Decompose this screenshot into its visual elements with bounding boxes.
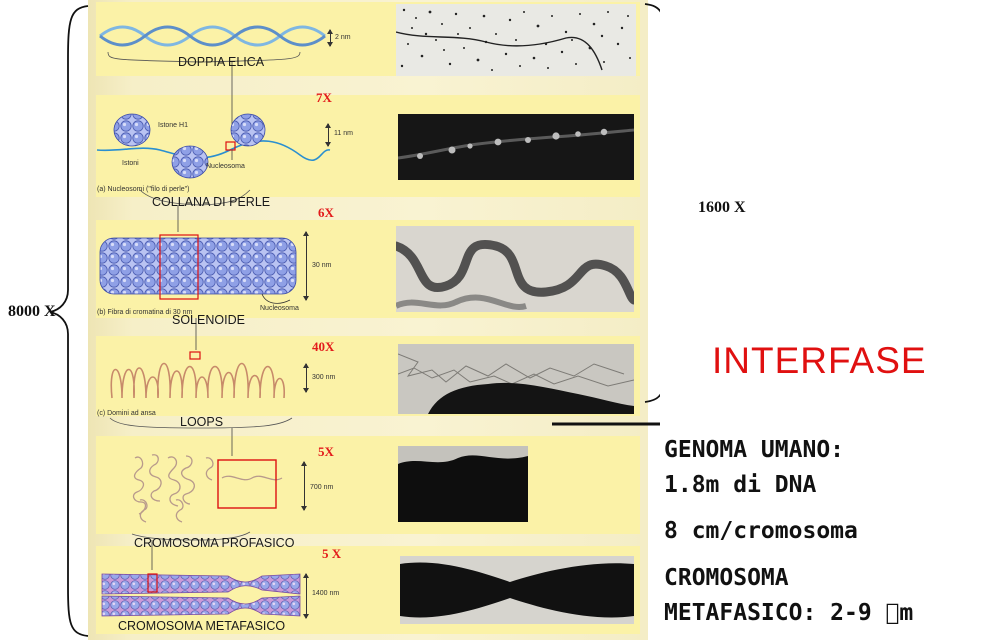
label-histones: Istoni [122,160,139,167]
scale-label-300nm: 300 nm [312,374,336,381]
label-nucleosome-2: Nucleosoma [260,305,299,312]
genome-dna-length: 1.8m di DNA [664,472,817,498]
scale-label-30nm: 30 nm [312,262,332,269]
factor-5x: 5X [318,444,334,459]
scalebar-300nm [303,363,309,393]
micrograph-double-helix [396,4,636,76]
factor-40x: 40X [312,339,335,354]
interphase-arrow-line [552,422,660,426]
interphase-title: INTERFASE [712,340,927,381]
scalebar-2nm [327,29,333,47]
caption-fiber: (b) Fibra di cromatina di 30 nm [97,309,193,316]
micrograph-metaphase [400,556,634,624]
label-bead-string: COLLANA DI PERLE [152,195,271,209]
double-helix-drawing [99,25,326,135]
factor-6x: 6X [318,205,334,220]
label-prophase-chromosome: CROMOSOMA PROFASICO [134,536,295,550]
brace-total [49,5,89,637]
brace-interphase [644,3,660,403]
band-prophase [96,436,640,534]
factor-5x-metaphase: 5 X [322,546,342,561]
scale-label-700nm: 700 nm [310,484,334,491]
genome-title: GENOMA UMANO: [664,437,845,463]
caption-loops: (c) Domini ad ansa [97,410,156,417]
chromatin-diagram [49,3,660,637]
magnification-interphase: 1600 X [698,199,746,216]
magnification-total: 8000 X [8,303,56,320]
label-solenoid: SOLENOIDE [172,313,245,327]
metaphase-chromosome-drawing [101,573,301,617]
label-histone-h1: Istone H1 [158,122,188,129]
micrograph-bead-string [398,114,634,180]
scale-label-1400nm: 1400 nm [312,590,340,597]
metaphase-size: METAFASICO: 2-9 m [664,600,913,626]
scalebar-30nm [303,231,309,301]
label-metaphase-chromosome: CROMOSOMA METAFASICO [118,619,286,633]
label-nucleosome: Nucleosoma [206,163,245,170]
scalebar-700nm [301,461,307,511]
scalebar-11nm [325,123,331,147]
metaphase-title: CROMOSOMA [664,565,789,591]
scale-label-11nm: 11 nm [334,130,353,137]
label-double-helix: DOPPIA ELICA [178,55,265,69]
label-loops: LOOPS [180,415,224,429]
micrograph-solenoid [396,226,634,312]
caption-nucleosomes: (a) Nucleosomi ("filo di perle") [97,186,190,193]
solenoid-drawing [99,234,297,350]
loops-drawing [109,351,293,456]
prophase-chromosome-drawing [132,454,283,523]
micrograph-prophase [398,446,528,522]
dna-per-chromosome: 8 cm/cromosoma [664,518,858,544]
bead-string-drawing [96,113,331,232]
scale-label-2nm: 2 nm [335,34,351,41]
factor-7x: 7X [316,90,332,105]
scalebar-1400nm [303,573,309,619]
micrograph-loops [398,344,634,414]
